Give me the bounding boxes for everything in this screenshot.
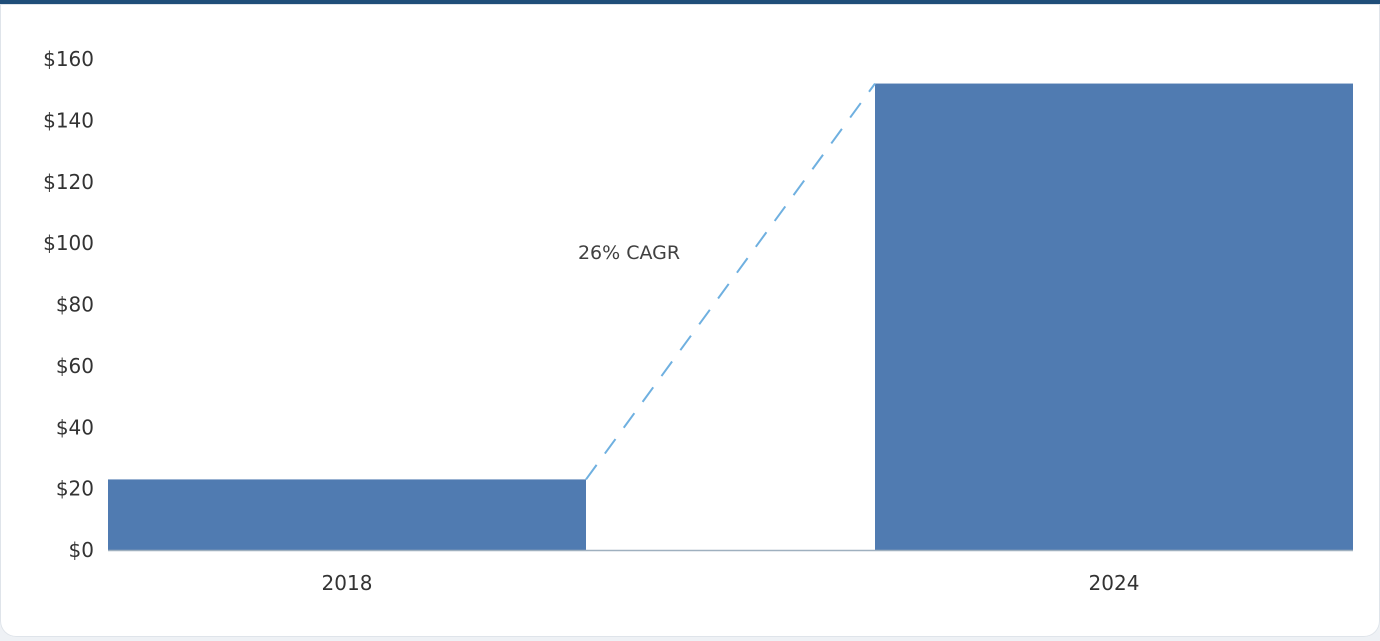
y-tick-label: $160	[43, 47, 94, 71]
y-tick-label: $120	[43, 170, 94, 194]
y-tick-label: $20	[56, 477, 94, 501]
y-tick-label: $0	[69, 538, 94, 562]
y-tick-label: $100	[43, 231, 94, 255]
bars	[108, 83, 1353, 551]
y-tick-label: $80	[56, 293, 94, 317]
bar-2018	[108, 479, 586, 550]
y-tick-label: $40	[56, 415, 94, 439]
cagr-annotation-label: 26% CAGR	[578, 242, 680, 264]
bar-chart: $0$20$40$60$80$100$120$140$160 2018 2024 …	[43, 47, 1353, 595]
x-tick-label: 2024	[1089, 571, 1140, 595]
bar-2024	[875, 83, 1353, 551]
x-tick-label: 2018	[322, 571, 373, 595]
y-tick-label: $60	[56, 354, 94, 378]
y-tick-label: $140	[43, 108, 94, 132]
cagr-connector-line	[585, 82, 876, 481]
x-axis-tick-labels: 2018 2024	[322, 571, 1140, 595]
y-axis-tick-labels: $0 $20 $40 $60 $80 $100 $120 $140 $160	[43, 47, 94, 562]
